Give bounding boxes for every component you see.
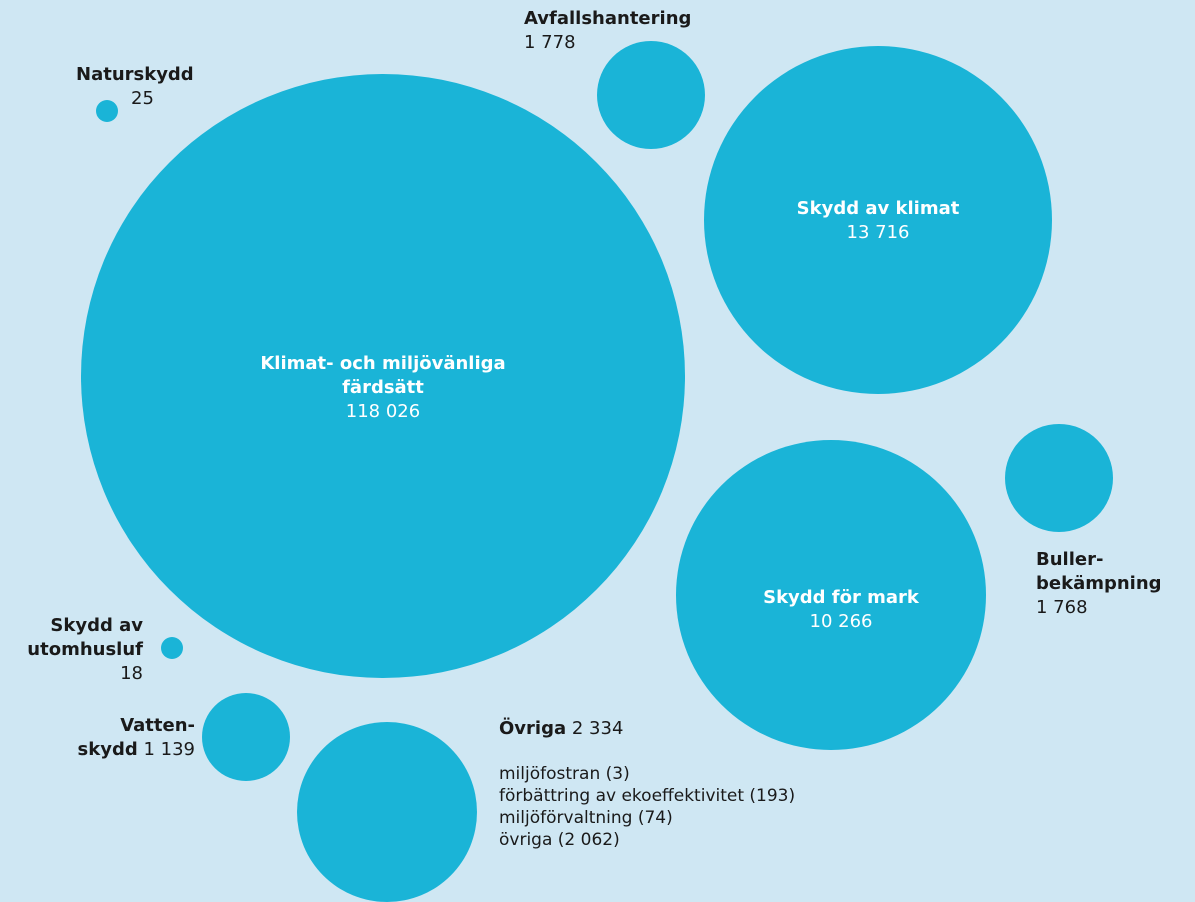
label-luft-line1: Skydd av <box>50 615 143 636</box>
bubble-klimat <box>704 46 1052 394</box>
label-vatten-line2: skydd <box>77 739 138 760</box>
bubble-vatten <box>202 693 290 781</box>
label-buller-line1: Buller- <box>1036 549 1104 570</box>
label-klimatfard-line1: Klimat- och miljövänliga <box>260 353 506 374</box>
ovriga-breakdown-2: miljöförvaltning (74) <box>499 808 673 828</box>
label-klimatfard: Klimat- och miljövänliga färdsätt 118 02… <box>260 352 505 424</box>
bubble-natur <box>96 100 118 122</box>
ovriga-breakdown-1: förbättring av ekoeffektivitet (193) <box>499 786 796 806</box>
bubble-buller <box>1005 424 1113 532</box>
label-mark: Skydd för mark 10 266 <box>763 586 919 634</box>
bubble-ovriga <box>297 722 477 902</box>
label-buller-line2: bekämpning <box>1036 573 1162 594</box>
label-avfall-name: Avfallshantering <box>524 8 692 29</box>
label-avfall: Avfallshantering 1 778 <box>524 7 691 55</box>
label-ovriga: Övriga 2 334 miljöfostran (3) förbättrin… <box>499 717 795 851</box>
label-natur-name: Naturskydd <box>76 64 194 85</box>
label-klimat-value: 13 716 <box>846 222 910 243</box>
ovriga-breakdown-0: miljöfostran (3) <box>499 764 630 784</box>
bubble-luft <box>161 637 183 659</box>
label-vatten-value: 1 139 <box>143 739 195 760</box>
label-vatten-line1: Vatten- <box>120 715 195 736</box>
label-natur: Naturskydd 25 <box>76 63 194 111</box>
label-klimatfard-line2: färdsätt <box>342 377 424 398</box>
label-avfall-value: 1 778 <box>524 32 576 53</box>
label-mark-name: Skydd för mark <box>763 587 919 608</box>
bubble-klimatfard <box>81 74 685 678</box>
label-natur-value: 25 <box>131 88 154 109</box>
label-mark-value: 10 266 <box>809 611 873 632</box>
label-klimatfard-value: 118 026 <box>345 401 421 422</box>
label-ovriga-value: 2 334 <box>571 718 624 739</box>
label-klimat: Skydd av klimat 13 716 <box>797 197 960 245</box>
label-buller-value: 1 768 <box>1036 597 1088 618</box>
label-buller: Buller- bekämpning 1 768 <box>1036 548 1162 620</box>
label-luft: Skydd av utomhusluf 18 <box>27 614 143 686</box>
label-klimat-name: Skydd av klimat <box>796 198 960 219</box>
label-luft-value: 18 <box>120 663 143 684</box>
label-luft-line2: utomhusluf <box>27 639 143 660</box>
bubble-avfall <box>597 41 705 149</box>
label-ovriga-name: Övriga <box>499 718 567 739</box>
ovriga-breakdown-3: övriga (2 062) <box>499 830 620 850</box>
label-vatten: Vatten- skydd 1 139 <box>78 714 195 762</box>
bubble-mark <box>676 440 986 750</box>
